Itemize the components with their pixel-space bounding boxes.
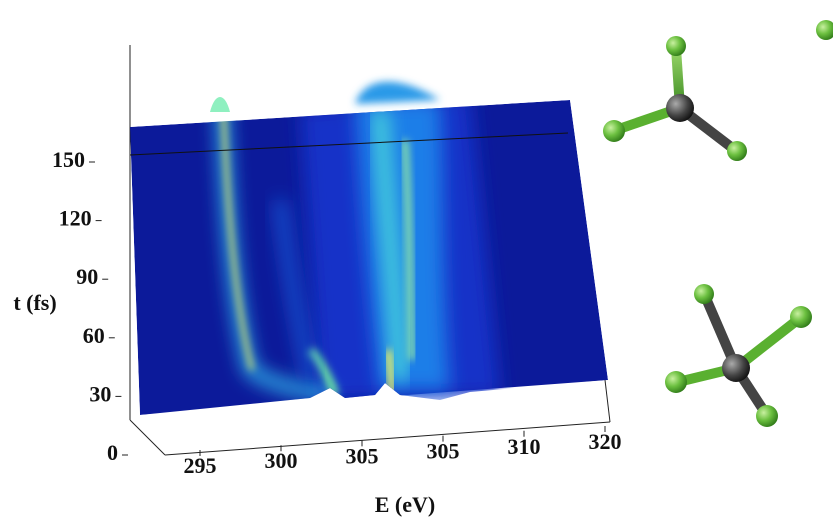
y-tick-label: 150 — [52, 147, 85, 172]
y-tick-label: 120 — [59, 206, 92, 231]
x-tick-label: 305 — [427, 439, 460, 464]
y-tick-label: 0 — [107, 440, 118, 465]
chart: t (fs) E (eV) 0 30 60 90 120 150 295 300 305 305 3… — [0, 0, 833, 527]
y-tick-label: 30 — [89, 381, 111, 406]
y-tick-label: 60 — [83, 323, 105, 348]
t-axis-line — [130, 420, 165, 455]
x-tick-label: 310 — [508, 434, 541, 459]
e-axis-edge — [605, 380, 610, 422]
page: {"chart_data": {"type": "surface", "xlab… — [0, 0, 833, 527]
y-tick-label: 90 — [76, 264, 98, 289]
y-axis-label: t (fs) — [13, 290, 56, 315]
x-axis-label: E (eV) — [375, 492, 435, 517]
x-tick-label: 295 — [184, 453, 217, 478]
molecule-top — [603, 20, 833, 161]
x-tick-label: 300 — [265, 448, 298, 473]
e-axis-line — [165, 422, 610, 455]
molecule-bottom — [665, 284, 812, 427]
x-tick-label: 320 — [589, 429, 622, 454]
surface-peak — [355, 82, 440, 104]
x-tick-label: 305 — [346, 443, 379, 468]
surface-peak — [210, 97, 230, 112]
